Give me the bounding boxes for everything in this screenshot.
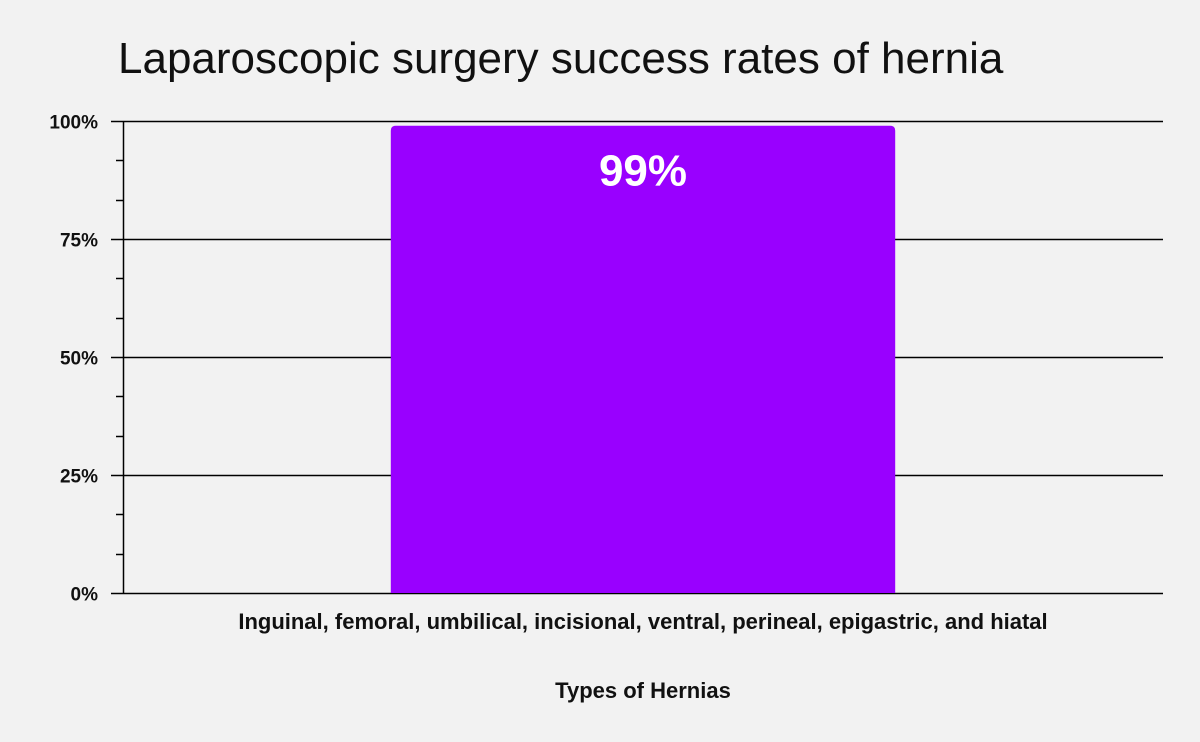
y-tick-label: 0% [71,585,99,606]
y-tick-label: 100% [49,113,98,134]
x-labels: Inguinal, femoral, umbilical, incisional… [238,609,1047,634]
y-tick-label: 25% [60,467,98,488]
bar-value-label: 99% [599,147,687,196]
chart-title: Laparoscopic surgery success rates of he… [118,34,1004,83]
minor-ticks [116,159,123,556]
y-tick-label: 75% [60,231,98,252]
data-labels: 99% [599,147,687,196]
bar [390,125,896,593]
x-category-label: Inguinal, femoral, umbilical, incisional… [238,609,1047,634]
x-axis-title: Types of Hernias [555,678,731,703]
y-tick-label: 50% [60,349,98,370]
bars [390,125,896,593]
y-tick-labels: 0% 25% 50% 75% 100% [49,113,98,606]
